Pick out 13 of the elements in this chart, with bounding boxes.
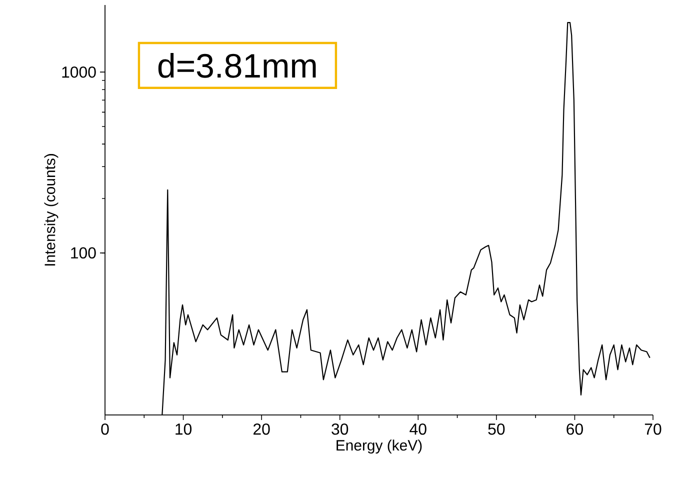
x-tick-label: 20 (254, 423, 270, 435)
annotation: d=3.81mm (158, 52, 316, 78)
y-axis-title: Intensity (counts) (44, 154, 58, 266)
y-tick-label: 1000 (62, 66, 96, 78)
x-axis-title: Energy (keV) (336, 440, 422, 454)
x-tick-label: 70 (644, 423, 662, 435)
x-tick-label: 10 (176, 423, 192, 435)
x-tick-label: 0 (101, 423, 109, 435)
x-tick-label: 50 (488, 423, 505, 435)
x-tick-label: 40 (410, 423, 426, 435)
y-tick-label: 100 (71, 247, 96, 259)
x-tick-label: 30 (332, 423, 348, 435)
x-tick-label: 60 (566, 423, 583, 435)
